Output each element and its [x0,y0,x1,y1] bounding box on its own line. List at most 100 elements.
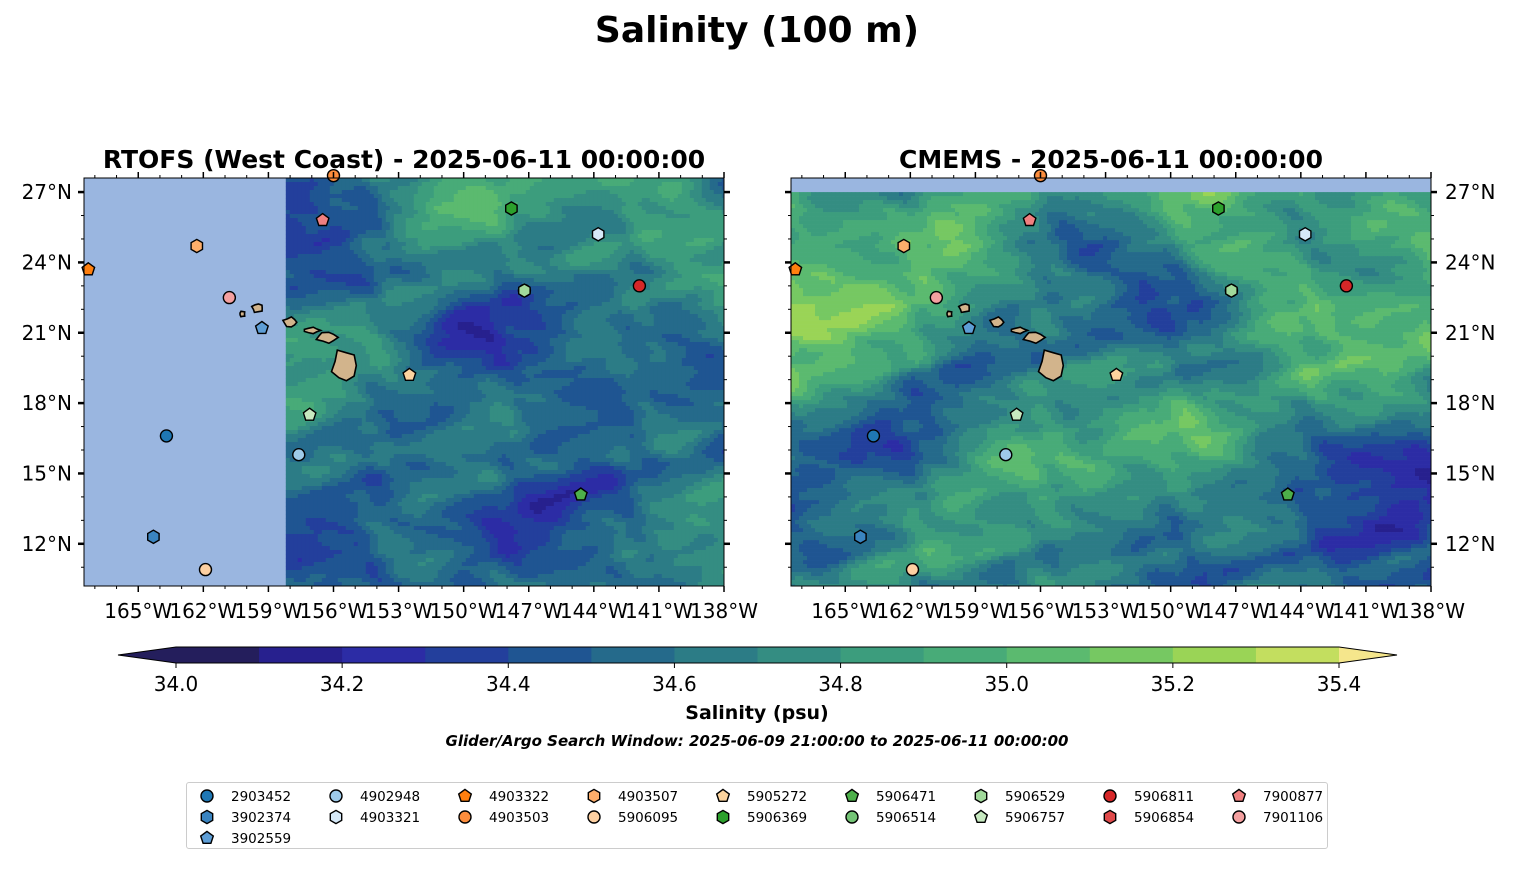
legend-label: 4903322 [489,789,549,805]
x-tick-label: 141°W [625,599,693,623]
x-tick-label: 159°W [941,599,1009,623]
colorbar-tick-label: 34.4 [486,672,531,696]
legend-label: 5906369 [747,810,807,826]
legend-label: 3902374 [231,810,291,826]
colorbar-bin [758,647,842,663]
legend-label: 5906471 [876,789,936,805]
search-window-note: Glider/Argo Search Window: 2025-06-09 21… [446,732,1069,750]
float-marker-4902948 [293,449,305,461]
colorbar-bin [1007,647,1091,663]
legend-marker-5906471 [846,789,859,801]
colorbar-bin [425,647,509,663]
salinity-field [84,178,726,586]
y-tick-label: 27°N [22,180,72,204]
x-tick-label: 165°W [811,599,879,623]
colorbar-bin [674,647,758,663]
legend-label: 5906854 [1134,810,1194,826]
float-marker-2903452 [160,430,172,442]
panel-left-title: RTOFS (West Coast) - 2025-06-11 00:00:00 [103,145,705,174]
legend-label: 5906811 [1134,789,1194,805]
map-panel-cmems: 165°W162°W159°W156°W153°W150°W147°W144°W… [785,170,1495,623]
x-tick-label: 165°W [104,599,172,623]
float-marker-5906529 [519,284,530,297]
float-marker-7901106 [930,292,942,304]
island [252,304,263,312]
salinity-field [791,178,1431,588]
x-tick-label: 150°W [1137,599,1205,623]
legend-marker-4903321 [330,810,341,823]
island [947,311,952,316]
legend-label: 4903321 [360,810,420,826]
legend-marker-4903322 [459,789,472,801]
legend-label: 5906529 [1005,789,1065,805]
colorbar-bin [1090,647,1174,663]
colorbar-tick-label: 34.0 [154,672,199,696]
legend-label: 5906514 [876,810,936,826]
float-marker-4903321 [593,228,604,241]
y-tick-label: 12°N [1445,532,1495,556]
colorbar-extend-high [1339,647,1397,663]
x-tick-label: 138°W [690,599,758,623]
colorbar-tick-label: 35.0 [984,672,1029,696]
x-tick-label: 162°W [169,599,237,623]
float-marker-4902948 [1000,449,1012,461]
legend-label: 5906757 [1005,810,1065,826]
island [240,311,245,316]
legend-marker-3902559 [201,831,214,843]
x-tick-label: 153°W [1072,599,1140,623]
legend-marker-5906854 [1104,810,1115,823]
panel-right: CMEMS - 2025-06-11 00:00:00 165°W162°W15… [785,145,1495,623]
x-tick-label: 153°W [365,599,433,623]
figure-suptitle: Salinity (100 m) [595,10,919,51]
x-tick-label: 144°W [560,599,628,623]
legend-marker-5906529 [975,789,986,802]
float-marker-5906811 [633,280,645,292]
x-tick-label: 147°W [495,599,563,623]
y-tick-label: 15°N [22,461,72,485]
legend-marker-3902374 [201,810,212,823]
legend-label: 7901106 [1263,810,1323,826]
float-legend-canvas: 2903452390237439025594902948490332149033… [187,783,1327,848]
y-tick-label: 12°N [22,532,72,556]
float-marker-4903321 [1300,228,1311,241]
legend-marker-5906757 [975,810,988,822]
colorbar-bin [259,647,343,663]
y-tick-label: 18°N [22,391,72,415]
float-marker-5906529 [1226,284,1237,297]
legend-marker-7900877 [1233,789,1246,801]
legend-label: 2903452 [231,789,291,805]
legend-marker-5905272 [717,789,730,801]
y-tick-label: 15°N [1445,461,1495,485]
y-tick-label: 18°N [1445,391,1495,415]
float-marker-2903452 [867,430,879,442]
colorbar-label: Salinity (psu) [685,702,828,724]
x-tick-label: 156°W [300,599,368,623]
panel-right-title: CMEMS - 2025-06-11 00:00:00 [899,145,1323,174]
legend-marker-4903503 [459,811,471,823]
float-marker-5906369 [1213,202,1224,215]
x-tick-label: 159°W [234,599,302,623]
colorbar-tick-label: 35.2 [1151,672,1196,696]
legend-marker-5906369 [717,810,728,823]
legend-marker-4903507 [588,789,599,802]
colorbar-bin [1173,647,1257,663]
legend-label: 4903503 [489,810,549,826]
y-tick-label: 21°N [1445,321,1495,345]
float-marker-5906095 [199,564,211,576]
float-marker-5906811 [1340,280,1352,292]
x-tick-label: 156°W [1007,599,1075,623]
legend-label: 3902559 [231,831,291,847]
float-marker-4903507 [898,239,909,252]
x-tick-label: 147°W [1202,599,1270,623]
legend-marker-4902948 [330,790,342,802]
legend-label: 4903507 [618,789,678,805]
colorbar-extend-low [118,647,176,663]
legend-label: 5905272 [747,789,807,805]
y-tick-label: 24°N [22,250,72,274]
float-marker-7901106 [223,292,235,304]
colorbar-bin [591,647,675,663]
colorbar-bin [924,647,1008,663]
colorbar-tick-label: 34.6 [652,672,697,696]
